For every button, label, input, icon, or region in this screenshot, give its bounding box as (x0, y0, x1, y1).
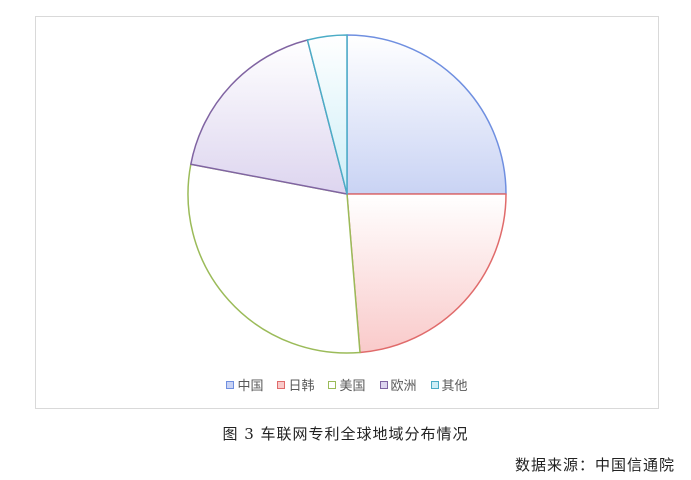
legend-item: 中国 (226, 375, 263, 394)
pie-chart (36, 17, 658, 408)
pie-slice-中国 (347, 35, 506, 194)
legend-label: 美国 (339, 375, 365, 394)
legend-label: 其他 (442, 375, 468, 394)
legend-swatch (226, 381, 234, 389)
legend-swatch (380, 381, 388, 389)
legend-label: 中国 (237, 375, 263, 394)
legend-swatch (431, 381, 439, 389)
chart-frame: 中国 日韩 美国 欧洲 其他 (35, 16, 659, 409)
pie-slice-美国 (188, 164, 360, 353)
legend-item: 其他 (431, 375, 468, 394)
legend-item: 日韩 (277, 375, 314, 394)
legend-swatch (277, 381, 285, 389)
legend-label: 欧洲 (391, 375, 417, 394)
legend-label: 日韩 (288, 375, 314, 394)
legend: 中国 日韩 美国 欧洲 其他 (36, 375, 658, 394)
figure-caption: 图 3 车联网专利全球地域分布情况 (0, 423, 691, 444)
legend-item: 欧洲 (380, 375, 417, 394)
pie-slice-日韩 (347, 194, 506, 352)
legend-swatch (328, 381, 336, 389)
legend-item: 美国 (328, 375, 365, 394)
data-source: 数据来源：中国信通院 (515, 454, 675, 475)
